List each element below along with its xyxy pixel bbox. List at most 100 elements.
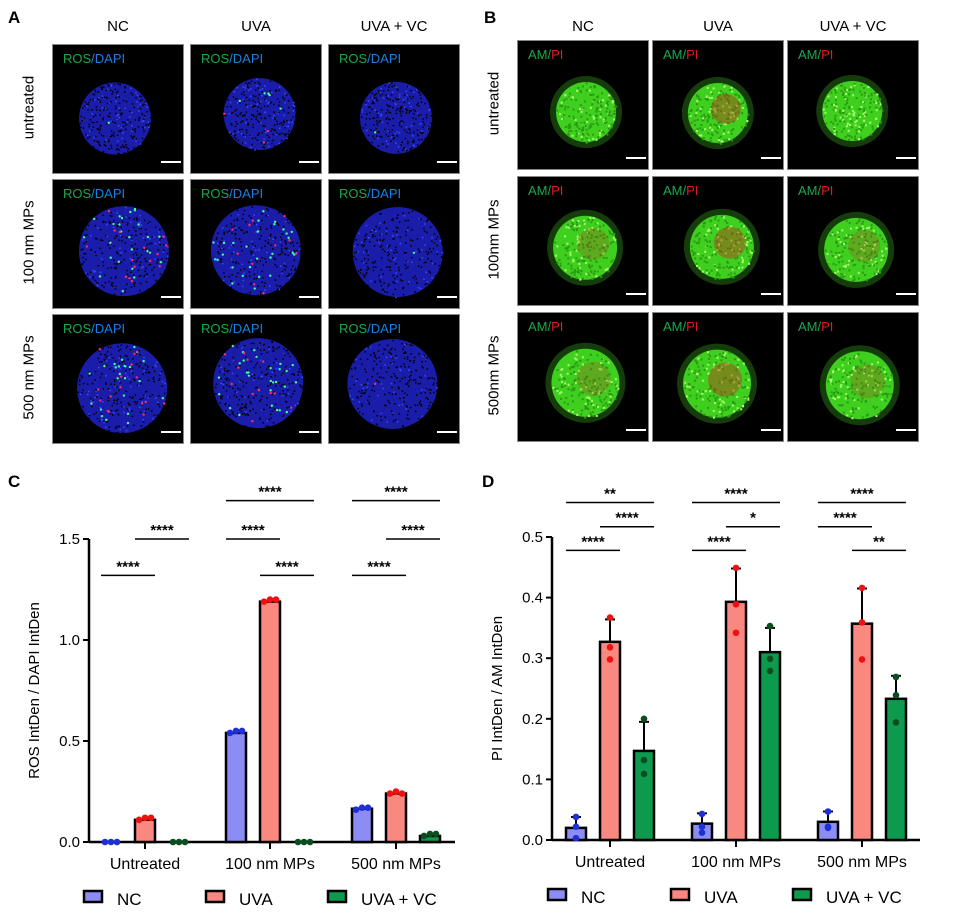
pixel-speck [230, 106, 232, 108]
pixel-speck [272, 117, 274, 119]
pixel-speck [421, 365, 424, 368]
pixel-speck [696, 100, 699, 103]
pixel-speck [106, 97, 109, 99]
pixel-speck [86, 105, 88, 107]
stain-text: DAPI [94, 321, 126, 336]
pixel-speck [605, 121, 608, 124]
spheroid [347, 338, 438, 429]
pixel-speck [611, 101, 614, 104]
pixel-speck [575, 353, 578, 356]
pixel-speck [92, 399, 94, 402]
pixel-speck [84, 253, 87, 255]
pixel-speck [240, 112, 242, 114]
pixel-speck [611, 394, 614, 397]
pixel-speck [846, 134, 849, 137]
pixel-speck [869, 121, 872, 124]
pixel-speck [723, 85, 726, 88]
pixel-speck [720, 140, 723, 143]
pixel-speck [390, 140, 392, 142]
stain-text: DAPI [370, 321, 402, 336]
pixel-speck [879, 271, 882, 274]
pixel-speck [273, 124, 276, 126]
pixel-speck [361, 111, 364, 113]
signal-dot [128, 365, 132, 369]
pixel-speck [829, 376, 832, 379]
pixel-speck [413, 131, 415, 134]
pixel-speck [290, 396, 292, 398]
signal-dot [263, 92, 266, 95]
pixel-speck [868, 265, 871, 268]
pixel-speck [879, 370, 882, 373]
pixel-speck [421, 360, 423, 363]
pixel-speck [848, 269, 851, 272]
pixel-speck [852, 367, 855, 370]
pixel-speck [689, 114, 692, 117]
pixel-speck [290, 119, 292, 121]
pixel-speck [850, 248, 853, 251]
pixel-speck [883, 371, 886, 374]
stain-text: / [682, 47, 687, 62]
pixel-speck [697, 252, 700, 255]
pixel-speck [871, 386, 874, 389]
pixel-speck [839, 109, 842, 112]
pixel-speck [575, 277, 578, 280]
pixel-speck [398, 387, 400, 390]
pixel-speck [720, 124, 723, 127]
pixel-speck [833, 127, 836, 130]
data-point [640, 756, 648, 764]
pixel-speck [868, 372, 871, 375]
spheroid-image [213, 338, 319, 433]
pixel-speck [579, 91, 582, 94]
pixel-speck [404, 376, 406, 379]
signal-dot [117, 260, 121, 263]
pixel-speck [602, 99, 605, 102]
pixel-speck [267, 214, 269, 217]
pixel-speck [255, 277, 258, 280]
pixel-speck [141, 113, 144, 115]
pixel-speck [589, 259, 592, 262]
pixel-speck [144, 270, 146, 273]
pixel-speck [410, 353, 412, 355]
pixel-speck [835, 103, 838, 106]
pixel-speck [109, 215, 111, 217]
pixel-speck [262, 422, 264, 424]
pixel-speck [131, 410, 133, 412]
pixel-speck [379, 280, 382, 283]
pixel-speck [592, 123, 595, 126]
pixel-speck [884, 399, 887, 402]
pixel-speck [723, 401, 726, 404]
pixel-speck [861, 394, 864, 397]
pixel-speck [398, 124, 401, 126]
pixel-speck [617, 387, 620, 390]
pixel-speck [436, 386, 438, 389]
pixel-speck [427, 407, 429, 410]
pixel-speck [598, 368, 601, 371]
pixel-speck [264, 245, 266, 247]
pixel-speck [266, 372, 269, 375]
pixel-speck [256, 261, 258, 264]
pixel-speck [285, 393, 287, 395]
pixel-speck [114, 263, 116, 265]
pixel-speck [232, 360, 235, 362]
pixel-speck [601, 358, 604, 361]
pixel-speck [233, 281, 236, 283]
pixel-speck [748, 262, 751, 265]
pixel-speck [408, 281, 410, 283]
pixel-speck [575, 358, 578, 361]
pixel-speck [87, 109, 89, 111]
y-axis-label: ROS IntDen / DAPI IntDen [26, 602, 43, 779]
pixel-speck [139, 225, 141, 228]
pixel-speck [116, 147, 119, 150]
pixel-speck [727, 121, 730, 124]
pixel-speck [292, 110, 294, 112]
pixel-speck [242, 396, 244, 398]
pixel-speck [270, 375, 273, 378]
pixel-speck [117, 83, 119, 85]
pixel-speck [78, 383, 81, 386]
pixel-speck [153, 414, 155, 416]
pixel-speck [241, 407, 244, 409]
pixel-speck [598, 225, 601, 228]
pixel-speck [255, 386, 257, 389]
pixel-speck [420, 249, 423, 251]
pixel-speck [408, 380, 410, 382]
